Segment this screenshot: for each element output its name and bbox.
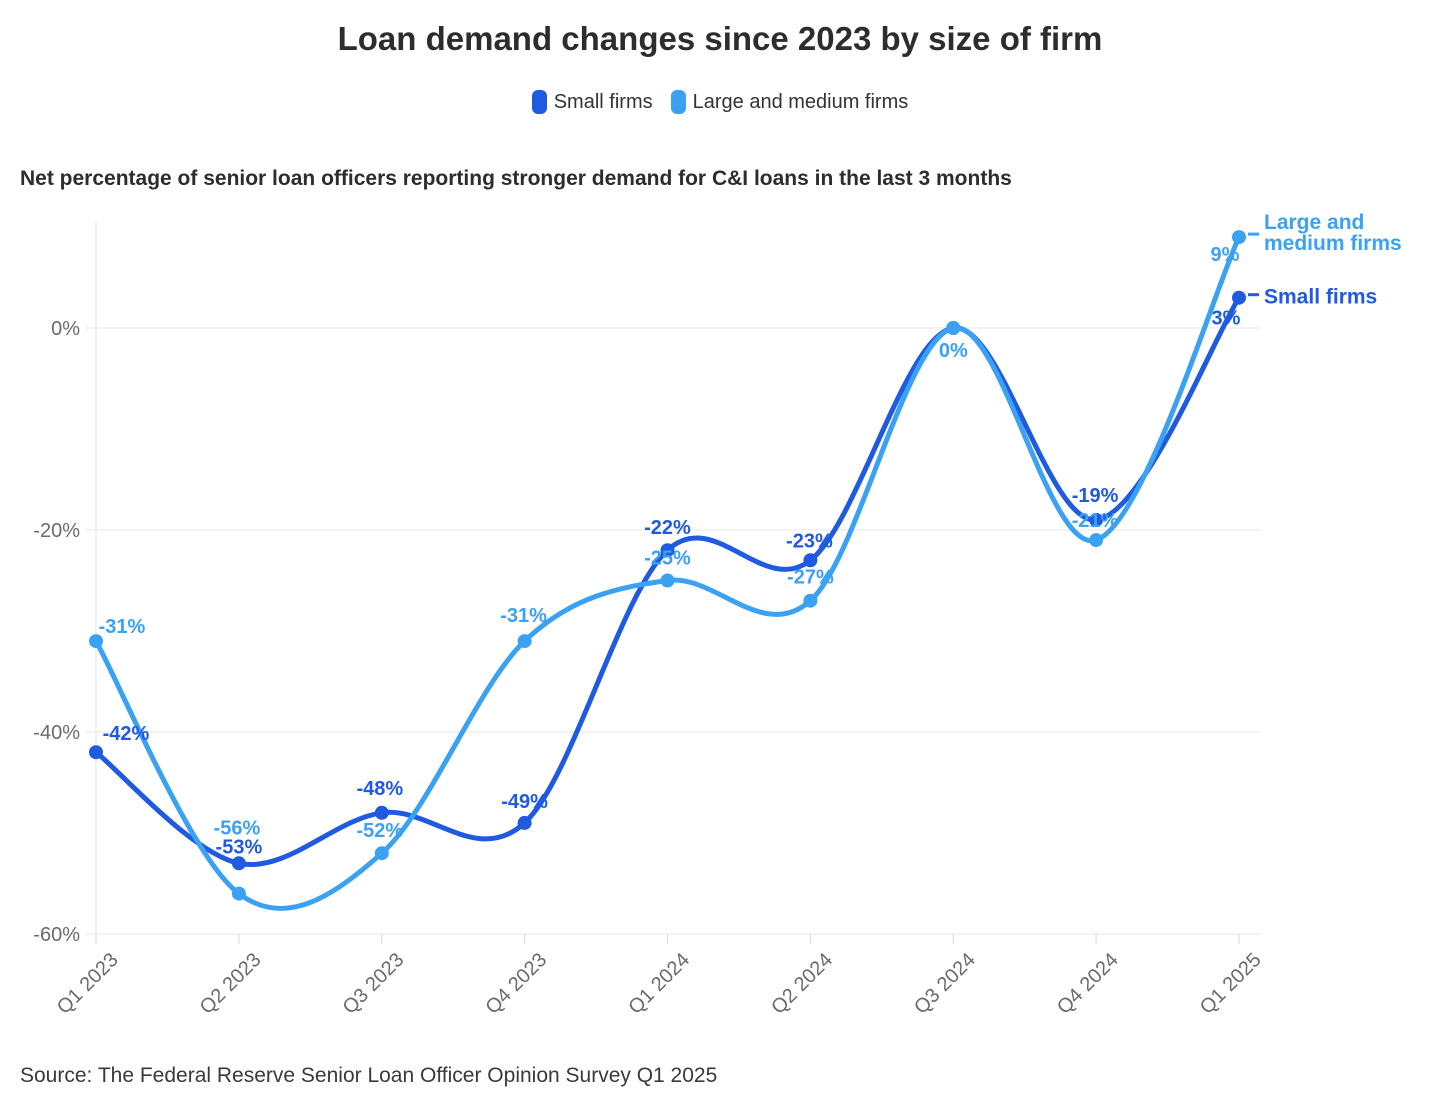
data-point-large-medium-firms xyxy=(803,593,818,608)
data-point-small-firms xyxy=(1232,290,1246,305)
x-tick-label: Q2 2023 xyxy=(196,949,266,1019)
source-note: Source: The Federal Reserve Senior Loan … xyxy=(20,1064,718,1087)
legend-item-large-medium-firms: Large and medium firms xyxy=(670,90,909,114)
x-tick-label: Q3 2023 xyxy=(339,949,409,1019)
data-label-large-medium-firms: -27% xyxy=(787,567,834,589)
x-tick-label: Q2 2024 xyxy=(767,949,837,1019)
data-label-large-medium-firms: -52% xyxy=(356,820,403,842)
series-line-large-medium-firms xyxy=(93,234,1242,911)
data-point-small-firms xyxy=(1089,512,1104,527)
data-point-large-medium-firms xyxy=(660,573,675,588)
x-tick-label: Q1 2023 xyxy=(53,949,123,1019)
series-end-label-large-medium-firms: Large and medium firms xyxy=(1264,211,1402,255)
chart-legend: Small firms Large and medium firms xyxy=(0,90,1440,114)
data-label-large-medium-firms: -21% xyxy=(1072,510,1119,532)
data-label-small-firms: -53% xyxy=(216,836,263,858)
data-point-large-medium-firms xyxy=(374,846,389,861)
legend-swatch xyxy=(531,90,547,114)
data-point-large-medium-firms xyxy=(231,886,246,901)
x-tick-label: Q3 2024 xyxy=(910,949,980,1019)
series-line-small-firms xyxy=(93,295,1242,868)
data-label-large-medium-firms: -25% xyxy=(644,548,691,570)
data-point-small-firms xyxy=(803,553,818,568)
data-point-large-medium-firms xyxy=(89,634,103,649)
x-tick-label: Q1 2024 xyxy=(624,949,694,1019)
x-tick-label: Q4 2023 xyxy=(481,949,551,1019)
data-point-large-medium-firms xyxy=(1232,230,1246,245)
data-point-small-firms xyxy=(517,815,532,830)
data-point-large-medium-firms xyxy=(517,634,532,649)
data-label-large-medium-firms: -31% xyxy=(500,605,547,627)
page-title: Loan demand changes since 2023 by size o… xyxy=(337,20,1103,57)
chart-subtitle: Net percentage of senior loan officers r… xyxy=(20,167,1012,190)
legend-swatch xyxy=(670,90,686,114)
y-tick-label: 0% xyxy=(51,318,80,340)
x-tick-label: Q4 2024 xyxy=(1053,949,1123,1019)
data-label-large-medium-firms: -31% xyxy=(99,616,146,638)
x-tick-label: Q1 2025 xyxy=(1196,949,1266,1019)
y-tick-label: -40% xyxy=(33,722,80,744)
y-tick-label: -20% xyxy=(33,520,80,542)
legend-label: Large and medium firms xyxy=(692,90,909,113)
legend-label: Small firms xyxy=(553,90,653,113)
series-end-label-small-firms: Small firms xyxy=(1264,286,1377,309)
data-label-large-medium-firms: 0% xyxy=(939,340,968,362)
data-label-small-firms: -23% xyxy=(786,530,833,552)
data-point-small-firms xyxy=(231,856,246,871)
data-label-small-firms: -48% xyxy=(356,778,403,800)
data-label-small-firms: -49% xyxy=(501,791,548,813)
legend-item-small-firms: Small firms xyxy=(531,90,653,114)
data-point-small-firms xyxy=(374,805,389,820)
data-label-small-firms: -22% xyxy=(644,517,691,539)
y-tick-label: -60% xyxy=(33,924,80,946)
data-label-large-medium-firms: -56% xyxy=(214,818,261,840)
data-point-small-firms xyxy=(660,543,675,558)
data-point-large-medium-firms xyxy=(1089,533,1104,548)
data-point-large-medium-firms xyxy=(946,321,961,335)
data-label-small-firms: -42% xyxy=(103,723,150,745)
data-label-large-medium-firms: 9% xyxy=(1211,244,1240,266)
data-label-small-firms: -19% xyxy=(1072,485,1119,507)
data-point-small-firms xyxy=(89,745,103,760)
data-label-small-firms: 3% xyxy=(1212,308,1241,330)
